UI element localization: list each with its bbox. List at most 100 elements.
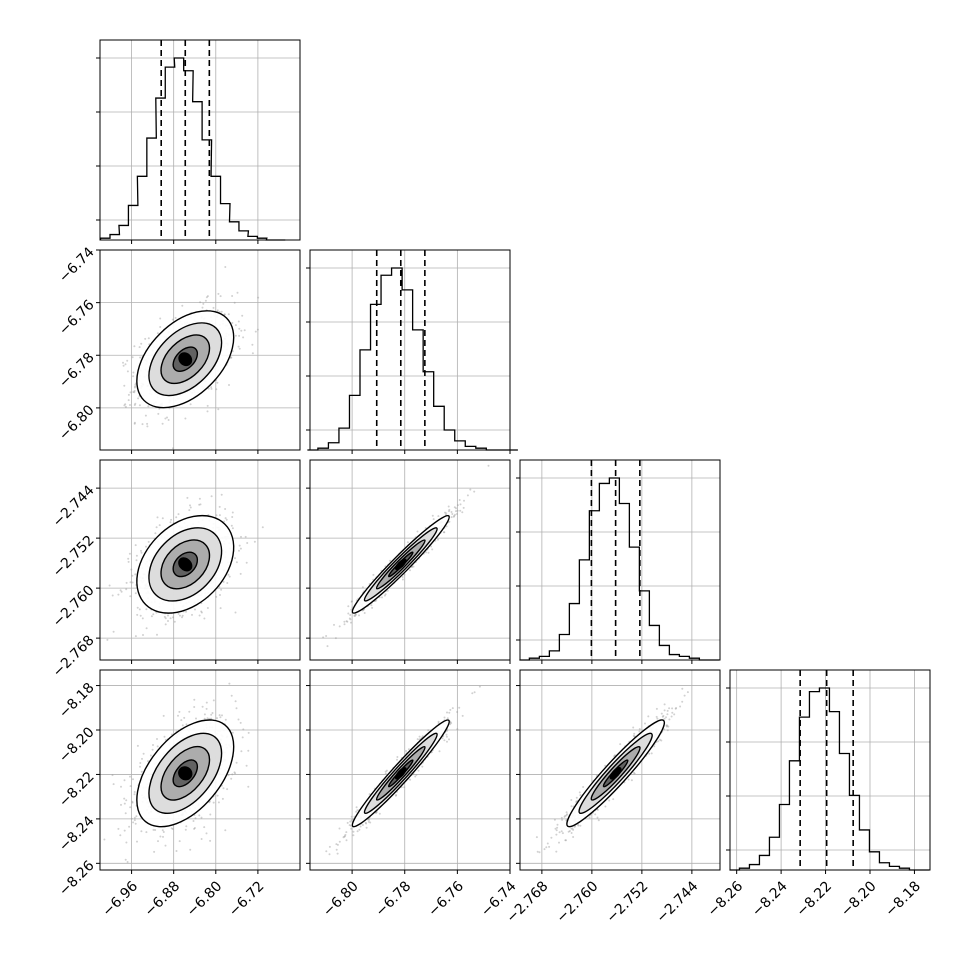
scatter-point [234,324,237,327]
scatter-point [381,596,383,599]
scatter-point [375,811,378,814]
scatter-point [216,717,218,720]
scatter-point [218,505,221,508]
panel-frame [729,669,931,871]
scatter-point [133,386,136,389]
scatter-point [372,573,375,576]
scatter-clip [103,682,250,863]
scatter-point [226,582,229,584]
scatter-point [220,588,223,591]
scatter-point [243,329,246,332]
scatter-point [466,494,469,497]
scatter-point [124,858,127,861]
scatter-point [162,714,165,717]
scatter-point [368,818,371,821]
scatter-point [371,606,374,609]
scatter-point [359,825,362,828]
scatter-point [230,694,233,697]
scatter-point [156,745,159,748]
scatter-point [487,464,490,467]
scatter-point [200,610,203,613]
scatter-point [141,617,144,620]
scatter-point [446,717,449,720]
scatter-point [235,707,238,710]
scatter-point [125,581,128,584]
scatter-point [633,732,636,735]
scatter-point [438,750,441,753]
scatter-point [125,799,128,802]
scatter-point [444,511,446,514]
scatter-point [367,820,370,823]
scatter-point [139,762,142,764]
scatter-point [171,828,174,830]
scatter-point [132,391,135,393]
scatter-point [395,794,398,796]
scatter-point [349,614,352,616]
scatter-point [215,388,218,391]
scatter-point [189,506,192,509]
scatter-point [133,791,136,793]
scatter-point [134,635,137,638]
histogram-panel-2 [516,459,721,664]
scatter-point [164,617,167,620]
scatter-point [199,301,202,304]
scatter-point [189,848,192,851]
scatter-point [133,819,136,822]
scatter-point [127,557,130,560]
scatter-point [132,371,135,374]
scatter-point [361,586,364,589]
scatter-point [149,754,152,757]
scatter-point [350,600,353,603]
scatter-point [189,504,191,507]
scatter-point [205,832,208,835]
scatter-point [233,771,236,774]
scatter-point [130,817,133,820]
scatter-point [446,729,449,732]
scatter-point [386,589,389,592]
scatter-point [172,447,174,450]
scatter-point [156,633,158,636]
scatter-point [159,835,162,838]
scatter-point [136,606,139,609]
y-tick-label: −8.18 [56,680,98,722]
scatter-point [403,573,406,576]
scatter-point [312,875,314,877]
scatter-point [188,509,191,512]
scatter-point [230,777,233,780]
scatter-point [129,581,132,584]
scatter-point [205,701,208,704]
scatter-point [198,814,201,817]
scatter-point [224,829,227,832]
scatter-point [355,810,358,813]
scatter-point [133,391,136,394]
scatter-point [456,711,459,713]
scatter-point [167,614,169,617]
scatter-point [406,541,409,544]
scatter-point [133,345,136,348]
scatter-point [172,616,174,619]
scatter-point [218,514,221,517]
scatter-point [242,728,245,731]
scatter-point [538,851,541,854]
scatter-point [358,828,361,831]
scatter-point [239,547,242,550]
scatter-point [453,514,456,517]
scatter-point [123,404,126,407]
scatter-point [354,613,357,616]
scatter-point [566,813,569,816]
scatter-point [471,692,474,695]
scatter-point [191,613,193,616]
scatter-point [215,595,218,598]
scatter-point [87,392,89,394]
scatter-clip [106,493,264,641]
scatter-point [156,738,158,740]
scatter-point [216,381,219,384]
scatter-point [421,765,424,768]
histogram-panel-1 [306,249,518,454]
scatter-point [198,497,201,500]
scatter-point [224,718,227,721]
scatter-point [416,530,419,533]
scatter-point [137,397,140,400]
scatter-point [112,630,115,633]
scatter-point [200,838,203,840]
